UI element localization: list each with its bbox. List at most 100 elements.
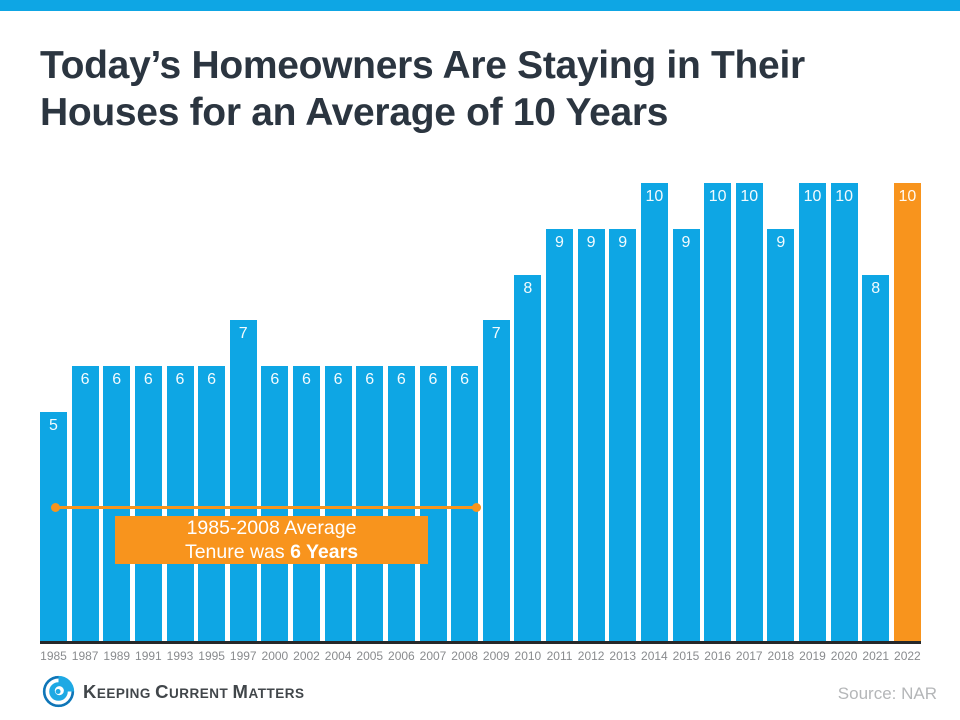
- x-tick-2018: 2018: [767, 649, 795, 663]
- bar-value-label: 6: [80, 371, 90, 389]
- x-tick-2005: 2005: [356, 649, 384, 663]
- bar-2004: 6: [324, 366, 352, 641]
- x-tick-1997: 1997: [229, 649, 257, 663]
- bar-value-label: 6: [270, 371, 280, 389]
- bar-2009: 7: [482, 320, 510, 641]
- source-credit: Source: NAR: [837, 684, 937, 703]
- bar-1987: 6: [71, 366, 99, 641]
- x-tick-1985: 1985: [40, 649, 67, 663]
- logo-eeping: EEPING: [96, 685, 151, 701]
- x-tick-2017: 2017: [735, 649, 763, 663]
- bar-1985: 5: [40, 412, 67, 641]
- bar-2020: 10: [830, 183, 858, 641]
- bar-value-label: 9: [776, 233, 786, 251]
- x-tick-2008: 2008: [451, 649, 478, 663]
- x-tick-2006: 2006: [388, 649, 415, 663]
- bar-value-label: 10: [835, 188, 854, 205]
- bar-2006: 6: [387, 366, 415, 641]
- bar-2014: 10: [640, 183, 668, 641]
- bar-value-label: 6: [365, 371, 375, 389]
- page-title: Today’s Homeowners Are Staying in Their …: [40, 42, 940, 136]
- top-accent-bar: [0, 0, 960, 11]
- logo-atters: ATTERS: [248, 685, 305, 701]
- bar-value-label: 6: [175, 371, 185, 389]
- x-tick-2002: 2002: [293, 649, 320, 663]
- bar-value-label: 6: [207, 371, 217, 389]
- bar-1993: 6: [166, 366, 194, 641]
- average-tenure-callout: 1985-2008 Average Tenure was 6 Years: [115, 516, 428, 564]
- title-line-2: Houses for an Average of 10 Years: [40, 91, 669, 134]
- span-line-left-dot: [51, 503, 60, 512]
- bar-2002: 6: [293, 366, 320, 641]
- bar-2007: 6: [419, 366, 447, 641]
- logo-c: C: [155, 680, 170, 702]
- bar-2021: 8: [862, 274, 890, 641]
- bar-value-label: 10: [803, 188, 822, 205]
- x-tick-1995: 1995: [198, 649, 225, 663]
- x-tick-1989: 1989: [103, 649, 131, 663]
- span-line-right-dot: [472, 503, 481, 512]
- bar-value-label: 6: [333, 371, 343, 389]
- average-span-line: [52, 506, 481, 509]
- bar-2012: 9: [577, 228, 605, 641]
- x-tick-1991: 1991: [135, 649, 162, 663]
- bar-2017: 10: [735, 183, 763, 641]
- x-tick-2012: 2012: [577, 649, 605, 663]
- x-tick-1993: 1993: [166, 649, 194, 663]
- x-tick-2010: 2010: [514, 649, 542, 663]
- bar-value-label: 5: [49, 417, 58, 434]
- x-tick-2015: 2015: [672, 649, 700, 663]
- x-tick-2022: 2022: [894, 649, 921, 663]
- bar-2005: 6: [356, 366, 384, 641]
- bar-group: 5 6 6 6 6 6 7 6 6 6 6 6 6 6 7 8 9 9 9 10 9 10 10 9 10 10 8 10: [40, 173, 921, 644]
- x-tick-2019: 2019: [799, 649, 826, 663]
- bar-2018: 9: [767, 228, 795, 641]
- bar-2016: 10: [704, 183, 732, 641]
- bar-value-label: 7: [238, 325, 248, 343]
- x-tick-2007: 2007: [419, 649, 447, 663]
- x-tick-2009: 2009: [482, 649, 510, 663]
- bar-2011: 9: [546, 228, 573, 641]
- x-tick-1987: 1987: [71, 649, 99, 663]
- bar-value-label: 8: [523, 279, 533, 297]
- x-tick-2021: 2021: [862, 649, 890, 663]
- bar-value-label: 6: [460, 371, 470, 389]
- bar-value-label: 6: [396, 371, 406, 389]
- bar-1989: 6: [103, 366, 131, 641]
- kcm-swirl-logo-icon: [42, 675, 75, 708]
- bar-value-label: 10: [645, 188, 664, 205]
- logo-m: M: [232, 680, 249, 702]
- x-tick-2004: 2004: [324, 649, 352, 663]
- bar-value-label: 9: [586, 233, 596, 251]
- bar-1991: 6: [134, 366, 162, 641]
- bar-value-label: 6: [428, 371, 438, 389]
- x-tick-2013: 2013: [609, 649, 637, 663]
- kcm-logo: KEEPING CURRENT MATTERS: [42, 675, 304, 708]
- bar-value-label: 9: [681, 233, 691, 251]
- bar-value-label: 9: [555, 233, 564, 251]
- bar-value-label: 9: [618, 233, 628, 251]
- bar-value-label: 10: [740, 188, 759, 205]
- title-line-1: Today’s Homeowners Are Staying in Their: [40, 44, 805, 87]
- bar-1995: 6: [198, 366, 226, 641]
- x-tick-2011: 2011: [546, 649, 573, 663]
- callout-line-1: 1985-2008 Average: [186, 517, 357, 539]
- logo-k: K: [83, 680, 97, 702]
- bar-value-label: 10: [708, 188, 727, 205]
- bar-value-label: 7: [491, 325, 501, 343]
- bar-2000: 6: [261, 366, 289, 641]
- callout-line-2-prefix: Tenure was: [184, 541, 291, 563]
- bar-value-label: 6: [112, 371, 122, 389]
- bar-value-label: 6: [302, 371, 311, 389]
- x-tick-2014: 2014: [641, 649, 668, 663]
- x-axis-labels: 1985 1987 1989 1991 1993 1995 1997 2000 2002 2004…: [40, 649, 921, 663]
- bar-value-label: 6: [143, 371, 153, 389]
- bar-2013: 9: [609, 228, 637, 641]
- bar-2010: 8: [514, 274, 542, 641]
- bar-1997: 7: [229, 320, 257, 641]
- kcm-logo-text: KEEPING CURRENT MATTERS: [83, 681, 304, 703]
- callout-line-2-bold: 6 Years: [290, 541, 359, 563]
- bar-2019: 10: [799, 183, 826, 641]
- x-tick-2020: 2020: [830, 649, 858, 663]
- logo-urrent: URRENT: [169, 685, 229, 701]
